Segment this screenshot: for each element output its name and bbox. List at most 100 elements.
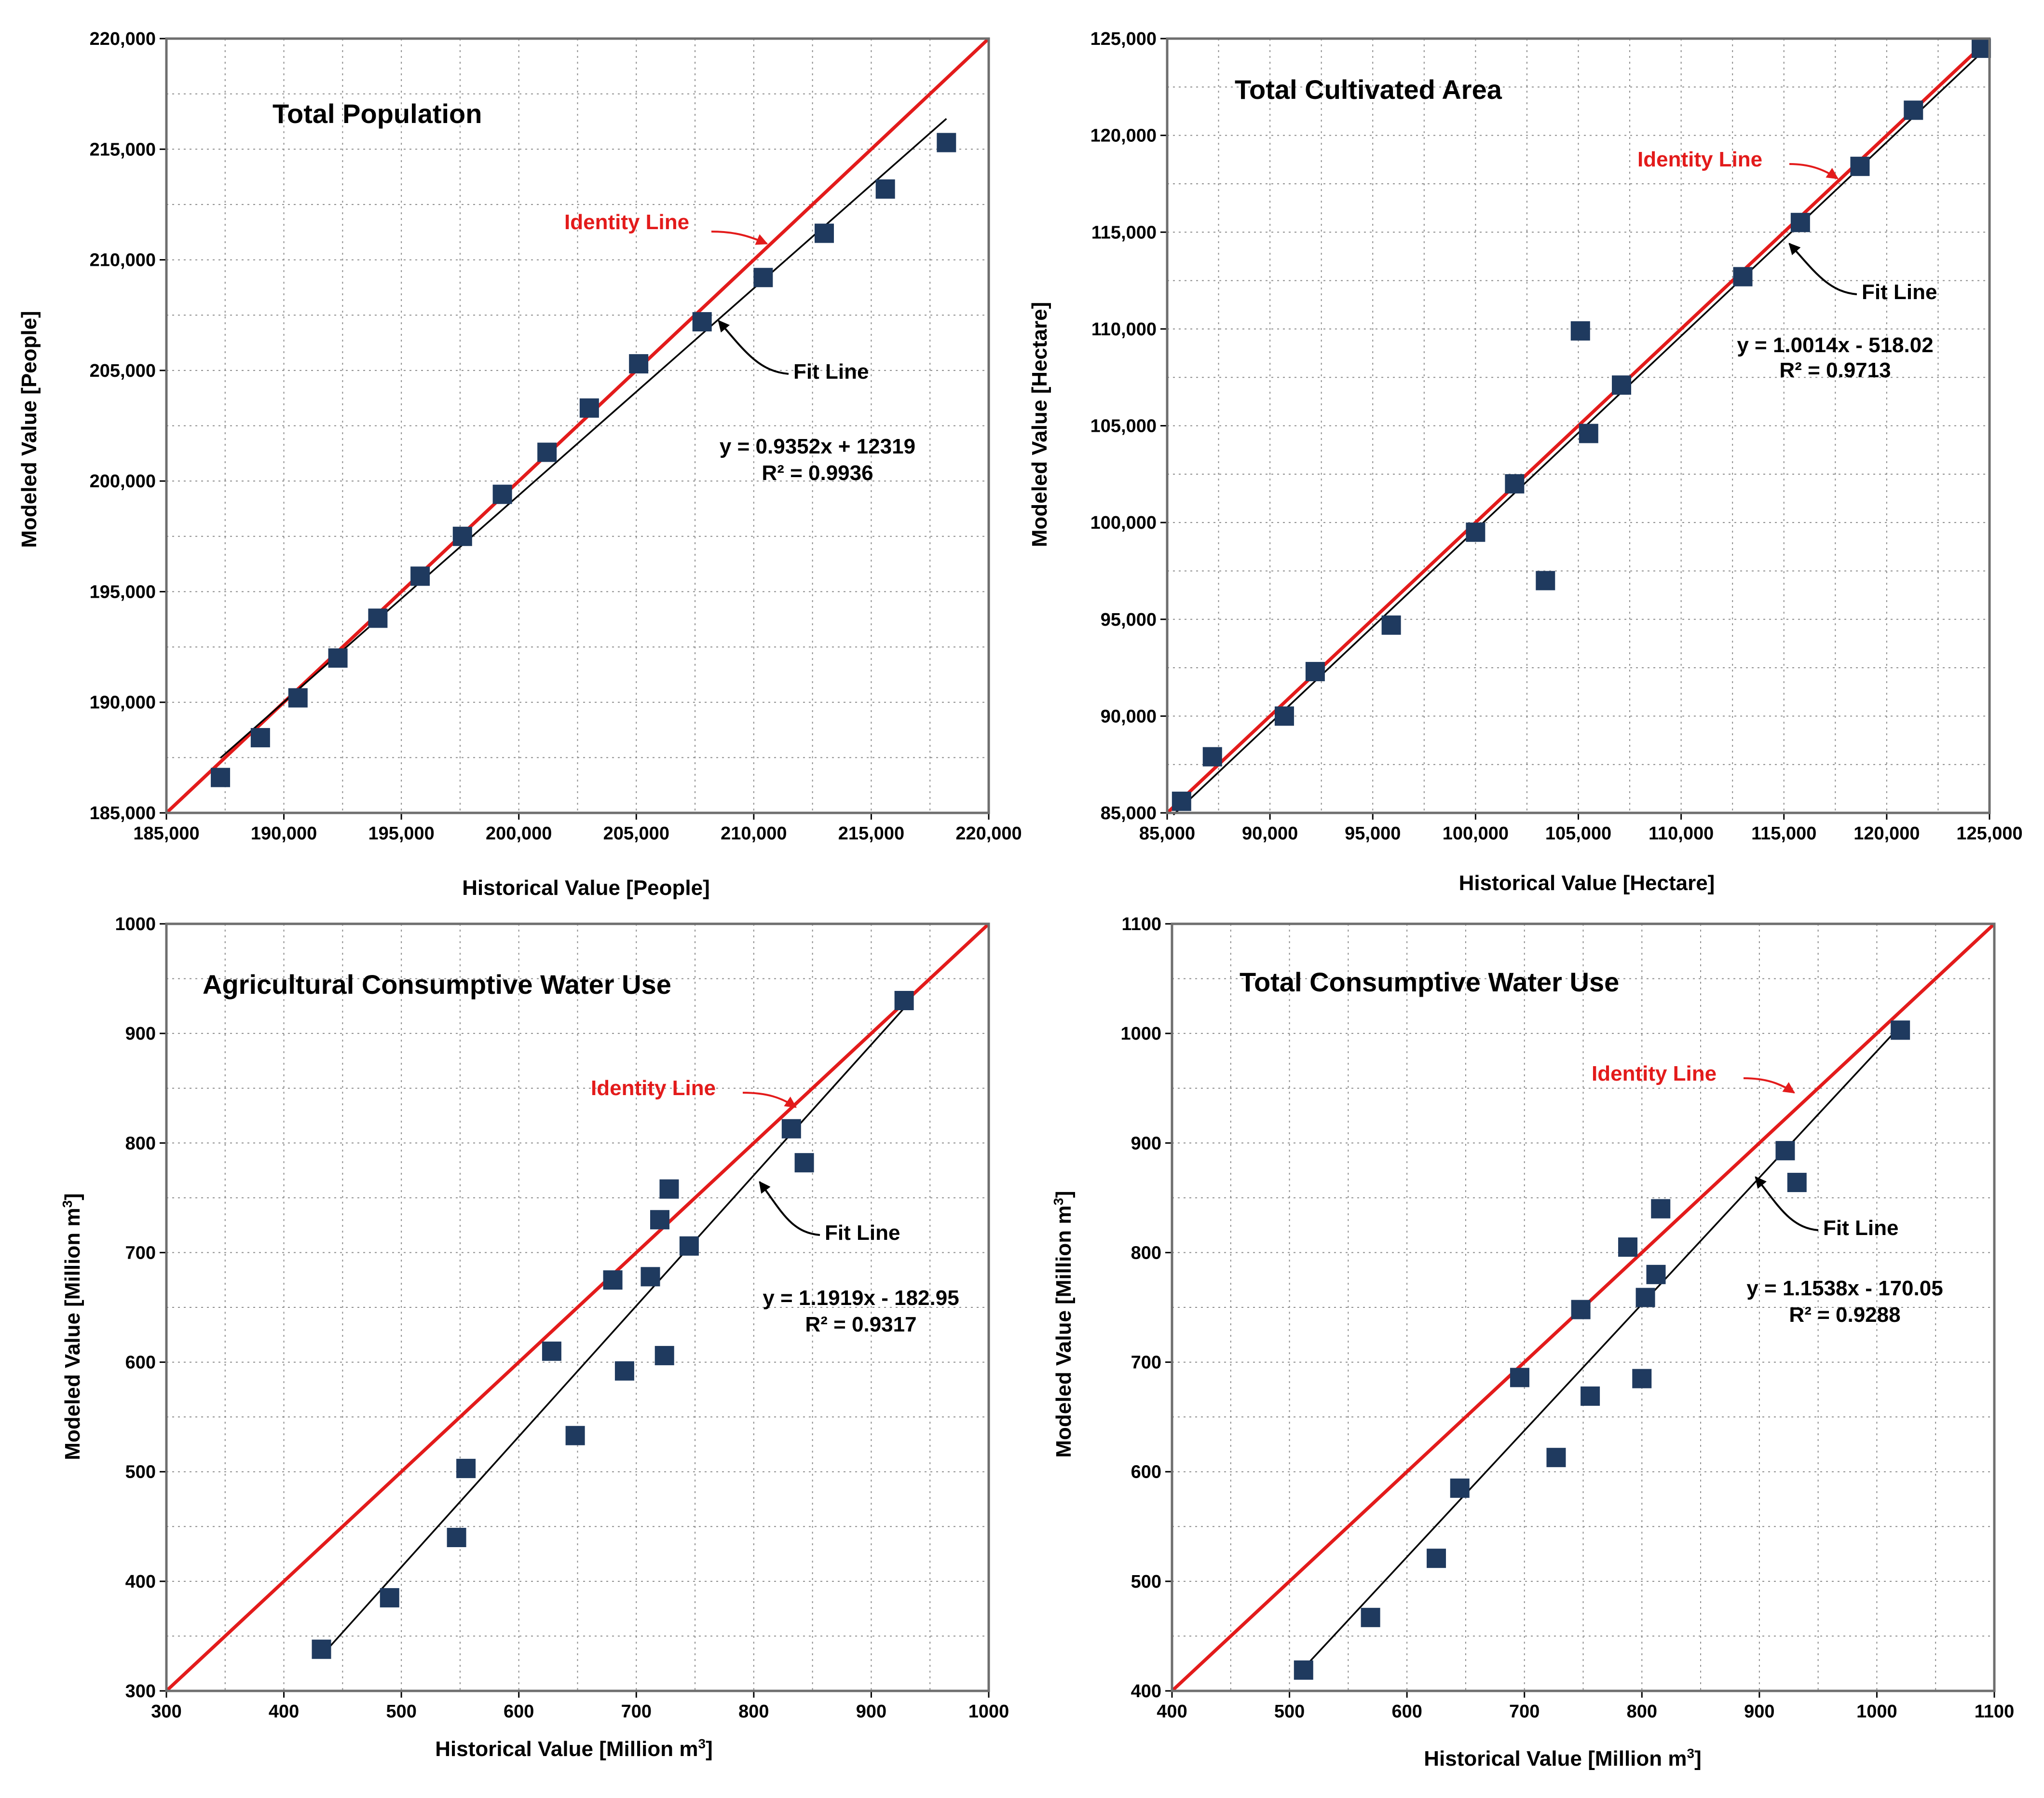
chart-title: Total Cultivated Area [1235, 74, 1502, 105]
y-tick-label: 600 [1131, 1462, 1161, 1482]
data-point [650, 1210, 669, 1230]
data-point [1775, 1141, 1795, 1161]
data-point [328, 648, 348, 668]
identity-line-label: Identity Line [1592, 1062, 1717, 1085]
plot-border [1166, 37, 1991, 814]
y-tick-label: 800 [125, 1133, 156, 1153]
y-axis-label: Modeled Value [Million m3] [1051, 1191, 1076, 1457]
fit-line [321, 998, 913, 1657]
data-point [312, 1639, 331, 1659]
y-tick-label: 110,000 [1091, 319, 1157, 340]
data-point [250, 728, 270, 748]
x-tick-label: 115,000 [1751, 824, 1816, 844]
x-tick-label: 110,000 [1649, 824, 1714, 844]
r-squared: R² = 0.9288 [1789, 1303, 1900, 1327]
x-tick-label: 210,000 [721, 824, 787, 844]
x-tick-label: 1000 [1856, 1702, 1897, 1722]
data-point [794, 1153, 814, 1173]
x-tick-label: 1000 [968, 1702, 1009, 1722]
y-axis-label-sup: 3 [60, 1200, 75, 1208]
x-tick-label: 400 [269, 1702, 299, 1722]
fit-line-label: Fit Line [793, 360, 869, 384]
data-point [1536, 571, 1555, 590]
data-point [1646, 1264, 1666, 1284]
x-tick-label: 215,000 [838, 824, 904, 844]
y-tick-label: 1000 [1120, 1024, 1161, 1044]
data-point [894, 991, 914, 1010]
x-tick-label: 95,000 [1345, 824, 1401, 844]
r-squared: R² = 0.9317 [805, 1313, 916, 1336]
identity-line [165, 922, 990, 1692]
y-axis-label: Modeled Value [Million m3] [60, 1193, 84, 1460]
data-point [368, 608, 388, 628]
data-point [1505, 474, 1525, 494]
data-point [1612, 375, 1632, 395]
y-tick-label: 105,000 [1090, 416, 1157, 437]
data-point [692, 312, 712, 331]
fit-equation: y = 1.0014x - 518.02 [1737, 333, 1933, 357]
y-tick-label: 900 [125, 1024, 156, 1044]
y-tick-label: 195,000 [90, 582, 156, 602]
y-tick-label: 210,000 [90, 250, 156, 271]
data-point [1632, 1369, 1652, 1388]
x-axis-label: Historical Value [Million m3] [435, 1736, 712, 1761]
y-tick-label: 115,000 [1091, 222, 1157, 243]
data-point [542, 1341, 561, 1361]
fit-arrow [1788, 243, 1857, 295]
identity-arrow [742, 1092, 797, 1108]
y-axis-label-text: Modeled Value [Million m [61, 1208, 84, 1460]
x-tick-label: 190,000 [251, 824, 317, 844]
y-tick-label: 190,000 [90, 693, 156, 713]
y-axis-label-close: ] [1052, 1191, 1076, 1198]
data-point [875, 179, 895, 199]
x-tick-label: 600 [1391, 1702, 1422, 1722]
fit-line-label: Fit Line [825, 1221, 900, 1245]
y-tick-label: 185,000 [90, 803, 156, 824]
x-axis-label: Historical Value [People] [462, 876, 710, 900]
x-axis-label-text: Historical Value [Million m [1424, 1747, 1687, 1771]
identity-line-label: Identity Line [591, 1076, 716, 1100]
data-point [937, 133, 956, 152]
x-tick-label: 1100 [1975, 1702, 2014, 1722]
data-point [1618, 1237, 1638, 1257]
y-tick-label: 100,000 [1090, 513, 1157, 533]
data-point [679, 1236, 699, 1256]
y-axis-label: Modeled Value [Hectare] [1028, 302, 1051, 548]
y-axis-label-close: ] [61, 1193, 84, 1200]
x-tick-label: 85,000 [1139, 824, 1195, 844]
x-tick-label: 195,000 [368, 824, 434, 844]
x-axis-label-sup: 3 [1687, 1746, 1695, 1761]
fit-arrow [759, 1181, 820, 1236]
data-point [288, 688, 308, 708]
data-point [1787, 1173, 1807, 1193]
data-point [1651, 1199, 1671, 1219]
data-point [1450, 1478, 1470, 1498]
data-point [1790, 213, 1810, 233]
x-tick-label: 120,000 [1853, 824, 1920, 844]
data-point [603, 1270, 623, 1290]
data-point [1570, 321, 1590, 341]
data-point [456, 1458, 476, 1478]
data-point [1733, 267, 1753, 287]
x-axis-label: Historical Value [Hectare] [1459, 871, 1715, 895]
data-point [1904, 100, 1923, 120]
y-tick-label: 700 [1131, 1353, 1161, 1373]
x-axis-label-close: ] [706, 1737, 713, 1761]
x-axis-label: Historical Value [Million m3] [1424, 1746, 1701, 1771]
x-tick-label: 400 [1157, 1702, 1187, 1722]
data-point [1427, 1549, 1446, 1568]
x-axis-label-sup: 3 [698, 1736, 706, 1751]
fit-equation: y = 0.9352x + 12319 [720, 435, 915, 458]
x-axis-label-text: Historical Value [Million m [435, 1737, 698, 1761]
x-tick-label: 185,000 [133, 824, 199, 844]
plot-border [1171, 922, 1996, 1692]
y-tick-label: 95,000 [1101, 610, 1157, 630]
identity-line-label: Identity Line [564, 210, 689, 234]
fit-arrow [718, 320, 789, 375]
y-tick-label: 1000 [115, 914, 156, 934]
data-point [1850, 156, 1870, 176]
